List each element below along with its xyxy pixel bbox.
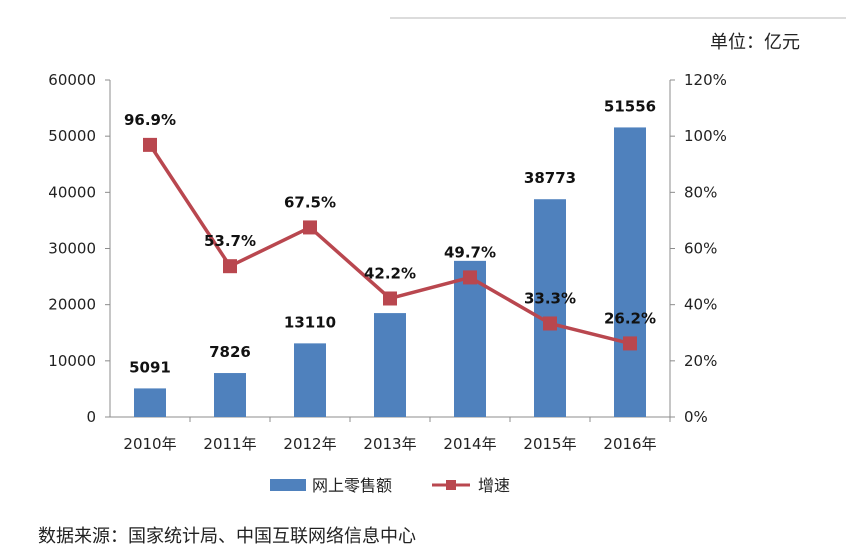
legend-line-marker [446, 480, 456, 490]
legend-bar-label: 网上零售额 [312, 476, 392, 495]
y-right-tick-label: 20% [684, 352, 717, 370]
bar-value-label: 13110 [284, 313, 336, 331]
line-value-label: 53.7% [204, 232, 256, 250]
x-tick-label: 2011年 [203, 435, 256, 453]
line-marker [623, 336, 637, 351]
line-series [143, 137, 637, 351]
y-right-tick-label: 80% [684, 183, 717, 201]
bar-series [134, 127, 646, 418]
legend: 网上零售额 增速 [270, 476, 510, 495]
bar [454, 260, 486, 417]
line-marker [143, 137, 157, 152]
bar-value-label: 7826 [209, 343, 251, 361]
y-left-tick-label: 60000 [48, 71, 96, 89]
y-right-tick-label: 40% [684, 296, 717, 314]
x-tick-label: 2012年 [283, 435, 336, 453]
line-value-label: 42.2% [364, 264, 416, 282]
line-marker [223, 259, 237, 274]
y-left-tick-label: 40000 [48, 183, 96, 201]
legend-bar-swatch [270, 479, 306, 491]
bar-value-label: 5091 [129, 358, 171, 376]
y-left-tick-label: 0 [86, 408, 96, 426]
bar-value-label: 51556 [604, 97, 656, 115]
legend-line-label: 增速 [478, 476, 510, 495]
line-value-label: 26.2% [604, 309, 656, 327]
bar [614, 127, 646, 418]
line-marker [543, 316, 557, 331]
bar-value-label: 38773 [524, 169, 576, 187]
line-marker [383, 291, 397, 306]
line-value-label: 49.7% [444, 243, 496, 261]
bar [294, 343, 326, 417]
line-value-label: 33.3% [524, 289, 576, 307]
y-left-tick-label: 20000 [48, 296, 96, 314]
y-right-tick-label: 0% [684, 408, 708, 426]
x-tick-label: 2016年 [603, 435, 656, 453]
bar [134, 388, 166, 417]
axes: 0 10000 20000 30000 40000 50000 60000 0% 20% 40% 6… [48, 71, 727, 453]
line-value-label: 67.5% [284, 193, 336, 211]
line-marker [303, 220, 317, 235]
bar [374, 313, 406, 417]
y-left-tick-label: 30000 [48, 240, 96, 258]
y-left-tick-label: 50000 [48, 127, 96, 145]
source-text: 数据来源：国家统计局、中国互联网络信息中心 [38, 526, 416, 547]
data-labels: 5091 7826 13110 38773 51556 96.9% 53.7% 67.5% 42… [124, 97, 656, 376]
line-marker [463, 270, 477, 285]
unit-label: 单位：亿元 [710, 32, 800, 53]
x-tick-label: 2014年 [443, 435, 496, 453]
line-value-label: 96.9% [124, 111, 176, 129]
x-tick-label: 2013年 [363, 435, 416, 453]
y-right-tick-label: 60% [684, 240, 717, 258]
bar [214, 373, 246, 417]
x-tick-label: 2010年 [123, 435, 176, 453]
y-right-tick-label: 120% [684, 71, 727, 89]
bar [534, 199, 566, 417]
y-right-tick-label: 100% [684, 127, 727, 145]
x-tick-label: 2015年 [523, 435, 576, 453]
y-left-tick-label: 10000 [48, 352, 96, 370]
